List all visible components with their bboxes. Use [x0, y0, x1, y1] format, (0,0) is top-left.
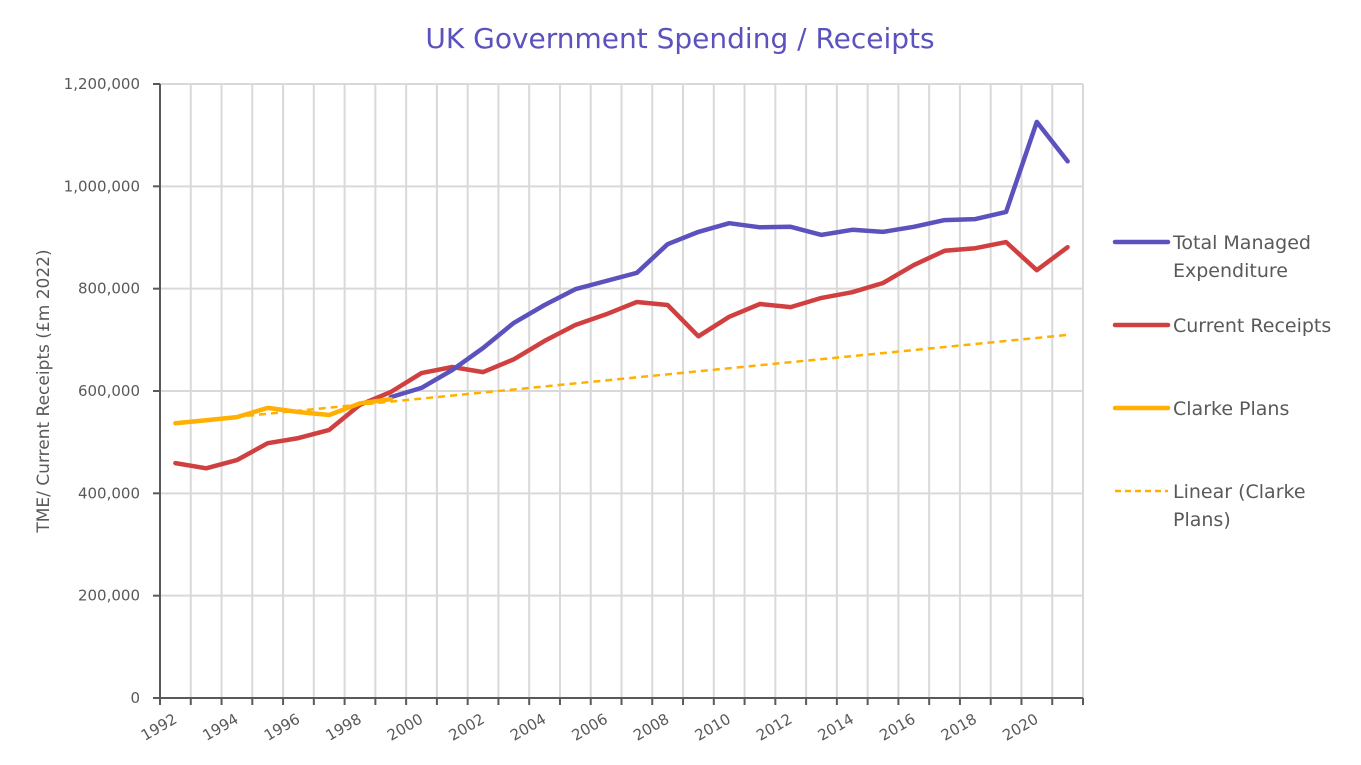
y-tick-label: 400,000 — [78, 484, 140, 502]
x-tick-label: 2014 — [815, 710, 857, 745]
x-tick-label: 1996 — [261, 710, 303, 745]
series-line-current-receipts — [173, 239, 1070, 471]
x-tick-label: 2004 — [507, 710, 549, 745]
y-tick-label: 600,000 — [78, 382, 140, 400]
legend-label: Linear (Clarke Plans) — [1173, 481, 1306, 531]
y-tick-label: 1,000,000 — [64, 177, 140, 195]
series-line-clarke-plans — [173, 396, 394, 426]
x-tick-label: 2006 — [569, 710, 611, 745]
y-tick-label: 0 — [130, 689, 140, 707]
x-tick-label: 2012 — [753, 710, 795, 745]
x-tick-label: 1998 — [323, 710, 365, 745]
chart-title: UK Government Spending / Receipts — [425, 22, 934, 55]
x-tick-label: 1994 — [199, 710, 241, 745]
x-tick-label: 2018 — [938, 710, 980, 745]
x-tick-label: 2016 — [876, 710, 918, 745]
x-tick-label: 2000 — [384, 710, 426, 745]
legend-label: Total Managed Expenditure — [1172, 232, 1311, 282]
x-tick-label: 1992 — [138, 710, 180, 745]
legend-label: Clarke Plans — [1173, 398, 1289, 420]
y-tick-label: 1,200,000 — [64, 75, 140, 93]
y-tick-label: 800,000 — [78, 280, 140, 298]
y-tick-label: 200,000 — [78, 587, 140, 605]
legend-label: Current Receipts — [1173, 315, 1331, 337]
x-tick-label: 2010 — [692, 710, 734, 745]
x-tick-label: 2002 — [446, 710, 488, 745]
trendline-clarke-plans — [175, 333, 1068, 425]
series-line-total-managed-expenditure — [388, 119, 1070, 400]
x-tick-label: 2008 — [630, 710, 672, 745]
y-axis-label: TME/ Current Receipts (£m 2022) — [34, 249, 54, 533]
x-tick-label: 2020 — [999, 710, 1041, 745]
